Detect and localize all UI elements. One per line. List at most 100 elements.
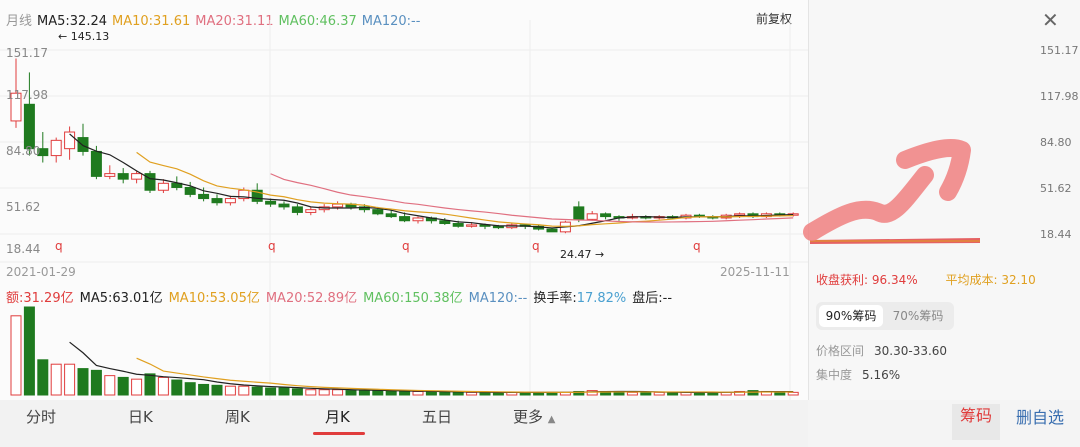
- candle-body: [224, 198, 236, 204]
- candle-body: [90, 150, 102, 177]
- volume-bar: [265, 387, 277, 396]
- chip-panel: [808, 0, 1080, 400]
- candle-body: [466, 224, 478, 227]
- end-date: 2025-11-11: [720, 265, 790, 279]
- chips-button[interactable]: 筹码: [952, 404, 1001, 440]
- dividend-marker: q: [268, 239, 276, 253]
- ma10: MA10:31.61: [112, 14, 191, 29]
- candle-body: [211, 198, 223, 204]
- volume-bar: [157, 376, 169, 396]
- tab-monthly[interactable]: 月K: [325, 408, 350, 426]
- volume-bar: [332, 389, 344, 396]
- candle-body: [492, 225, 504, 229]
- price-tick: 51.62: [6, 200, 41, 214]
- remove-watchlist-button[interactable]: 删自选: [1016, 408, 1065, 427]
- vol-ma10: MA10:53.05亿: [168, 291, 260, 306]
- right-price-tick: 18.44: [1040, 228, 1072, 241]
- candle-body: [385, 213, 397, 218]
- volume-bar: [734, 390, 746, 396]
- volume-bar: [305, 389, 317, 396]
- candle-body: [10, 92, 22, 122]
- candle-body: [131, 173, 143, 180]
- period-tabs: 分时 日K 周K 月K 五日 更多 ▲: [0, 400, 808, 447]
- caret-up-icon: ▲: [547, 414, 556, 425]
- ma20-line: [270, 173, 794, 223]
- price-tick: 18.44: [6, 242, 41, 256]
- volume-bar: [77, 368, 89, 396]
- ma120: MA120:--: [361, 14, 421, 29]
- tab-daily[interactable]: 日K: [128, 408, 153, 426]
- price-tick: 151.17: [6, 46, 48, 60]
- high-value: 145.13: [70, 30, 110, 43]
- volume-bar: [787, 391, 799, 396]
- kline-panel[interactable]: 月线 MA5:32.24 MA10:31.61 MA20:31.11 MA60:46.3…: [0, 0, 808, 400]
- volume-bar: [439, 391, 451, 396]
- tab-5day[interactable]: 五日: [422, 408, 453, 426]
- concentration: 集中度 5.16%: [816, 366, 900, 383]
- volume-bar: [117, 376, 129, 396]
- volume-bar: [291, 388, 303, 396]
- volume-bar: [425, 390, 437, 396]
- candle-body: [305, 209, 317, 213]
- conc-value: 5.16%: [862, 368, 901, 382]
- dividend-marker: q: [55, 239, 63, 253]
- turnover: 17.82%: [576, 291, 627, 306]
- right-price-tick: 84.80: [1040, 136, 1072, 149]
- volume-bar: [318, 389, 330, 396]
- volume-bar: [198, 383, 210, 396]
- candle-body: [439, 220, 451, 225]
- adjust-toggle[interactable]: 前复权: [756, 12, 793, 26]
- volume-bar: [184, 382, 196, 396]
- volume-bar: [466, 391, 478, 396]
- volume-bar: [37, 359, 49, 396]
- after-hours: 盘后:--: [632, 291, 673, 306]
- vol-ma60: MA60:150.38亿: [363, 291, 463, 306]
- volume-bar: [399, 390, 411, 396]
- candle-body: [278, 203, 290, 208]
- tab-90[interactable]: 90%筹码: [819, 305, 883, 327]
- volume-bar: [144, 373, 156, 396]
- price-tick: 117.98: [6, 88, 48, 102]
- candle-body: [573, 206, 585, 220]
- tab-intraday[interactable]: 分时: [26, 408, 57, 426]
- dividend-marker: q: [402, 239, 410, 253]
- volume-bar: [171, 379, 183, 396]
- ma60: MA60:46.37: [278, 14, 357, 29]
- candle-body: [412, 217, 424, 222]
- volume-bar: [774, 391, 786, 396]
- candle-body: [157, 182, 169, 191]
- volume-legend: 额:31.29亿 MA5:63.01亿 MA10:53.05亿 MA20:52.89亿…: [6, 287, 678, 306]
- vol-ma120: MA120:--: [468, 291, 528, 306]
- volume-bar: [50, 363, 62, 396]
- range-value: 30.30-33.60: [874, 344, 948, 358]
- price-range: 价格区间 30.30-33.60: [816, 342, 947, 359]
- volume-bar: [345, 390, 357, 396]
- tab-more[interactable]: 更多 ▲: [513, 406, 556, 427]
- chip-range-toggle: 90%筹码 70%筹码: [816, 302, 954, 330]
- tab-70[interactable]: 70%筹码: [892, 309, 944, 323]
- amount: 额:31.29亿: [6, 291, 74, 306]
- candle-body: [117, 173, 129, 180]
- price-tick: 84.80: [6, 144, 41, 158]
- tab-weekly[interactable]: 周K: [225, 408, 250, 426]
- volume-bar: [10, 315, 22, 396]
- high-marker: ← 145.13: [58, 30, 110, 43]
- candle-body: [546, 228, 558, 233]
- start-date: 2021-01-29: [6, 265, 76, 279]
- right-price-tick: 117.98: [1040, 90, 1079, 103]
- volume-bar: [224, 385, 236, 396]
- volume-bar: [372, 390, 384, 396]
- ma5-line: [69, 133, 794, 229]
- candle-body: [64, 131, 76, 150]
- volume-bar: [653, 391, 665, 396]
- volume-bar: [626, 391, 638, 396]
- volume-bar: [104, 375, 116, 396]
- profit-value: 96.34%: [871, 273, 918, 287]
- ma10-line: [136, 151, 794, 227]
- close-icon[interactable]: ✕: [1042, 8, 1059, 32]
- range-label: 价格区间: [816, 344, 865, 358]
- volume-bar: [385, 390, 397, 396]
- vol-ma5: MA5:63.01亿: [79, 291, 163, 306]
- volume-bar: [211, 384, 223, 396]
- candle-body: [600, 213, 612, 218]
